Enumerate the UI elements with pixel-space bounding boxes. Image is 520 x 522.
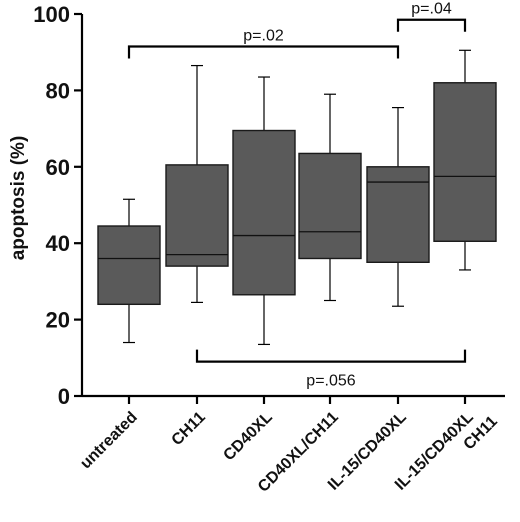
p-bracket-0: p=.02 <box>127 27 400 59</box>
y-tick-label: 40 <box>46 231 70 256</box>
y-tick-label: 0 <box>58 384 70 409</box>
x-category-label: CD40XL <box>220 409 276 465</box>
p-bracket-2: p=.056 <box>195 349 467 390</box>
significance-annotations: p=.02 p=.04 p=.056 <box>127 1 467 390</box>
box-5 <box>433 49 497 271</box>
box-4 <box>366 106 430 307</box>
y-axis-title: apoptosis (%) <box>8 136 29 261</box>
boxes <box>97 49 497 346</box>
y-tick-label: 80 <box>46 78 70 103</box>
iqr-box <box>433 82 497 242</box>
x-category-label-line: CH11 <box>169 409 209 449</box>
y-tick-label: 20 <box>46 308 70 333</box>
iqr-box <box>97 225 161 306</box>
iqr-box <box>366 166 430 264</box>
p-value-label: p=.04 <box>411 1 452 18</box>
y-tick-label: 60 <box>46 155 70 180</box>
bracket-line <box>195 349 467 363</box>
x-category-label-line: untreated <box>77 409 141 473</box>
box-1 <box>165 64 229 304</box>
iqr-box <box>232 129 296 296</box>
iqr-box <box>298 152 362 260</box>
bracket-line <box>127 45 400 59</box>
box-2 <box>232 76 296 346</box>
box-0 <box>97 198 161 344</box>
y-tick-label: 100 <box>33 2 70 27</box>
p-value-label: p=.056 <box>306 373 355 390</box>
bracket-line <box>396 18 467 32</box>
p-bracket-1: p=.04 <box>396 1 467 32</box>
box-3 <box>298 93 362 302</box>
p-value-label: p=.02 <box>243 27 284 44</box>
x-category-label: untreated <box>77 409 141 473</box>
iqr-box <box>165 164 229 267</box>
x-category-label: CH11 <box>169 409 209 449</box>
x-category-label-line: CD40XL <box>220 409 276 465</box>
